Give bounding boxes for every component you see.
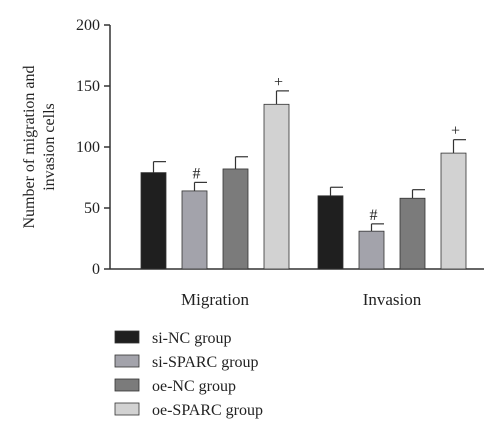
legend-swatch-2 xyxy=(114,378,140,392)
legend-swatch-3 xyxy=(114,402,140,416)
significance-mark-0-1: # xyxy=(193,165,201,182)
legend-label-0: si-NC group xyxy=(152,330,232,347)
bar-1-1 xyxy=(358,230,385,270)
bar-0-3 xyxy=(263,103,290,270)
significance-mark-1-3: + xyxy=(451,123,460,140)
bar-1-2 xyxy=(399,197,426,270)
bar-1-3 xyxy=(440,152,467,270)
legend: si-NC group si-SPARC group oe-NC group oe-S… xyxy=(114,330,263,419)
y-tick-label-2: 100 xyxy=(76,139,100,156)
category-label-0: Migration xyxy=(181,290,249,309)
category-label-1: Invasion xyxy=(363,290,422,309)
bar-0-2 xyxy=(222,168,249,270)
y-axis-title: Number of migration and invasion cells xyxy=(21,65,58,228)
bar-1-0 xyxy=(317,195,344,270)
bar-0-0 xyxy=(140,172,167,270)
y-axis-title-line-1: invasion cells xyxy=(41,103,58,191)
significance-mark-0-3: + xyxy=(274,74,283,91)
y-tick-label-4: 200 xyxy=(76,17,100,34)
significance-mark-1-1: # xyxy=(370,207,378,224)
legend-label-3: oe-SPARC group xyxy=(152,402,263,419)
y-tick-label-1: 50 xyxy=(84,200,100,217)
legend-swatch-0 xyxy=(114,330,140,344)
legend-label-1: si-SPARC group xyxy=(152,354,259,371)
y-tick-label-3: 150 xyxy=(76,78,100,95)
category-labels: Migration Invasion xyxy=(181,290,422,309)
legend-swatch-1 xyxy=(114,354,140,368)
bar-0-1 xyxy=(181,190,208,270)
y-axis-ticks: 0 50 100 150 200 xyxy=(76,17,110,278)
y-tick-label-0: 0 xyxy=(92,261,100,278)
y-axis-title-line-0: Number of migration and xyxy=(21,65,38,228)
legend-label-2: oe-NC group xyxy=(152,378,236,395)
bars: # + # + xyxy=(140,74,467,270)
